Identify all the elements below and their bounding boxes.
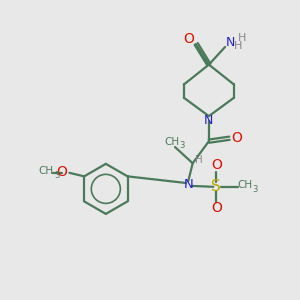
Text: 3: 3 — [253, 185, 258, 194]
Text: N: N — [204, 114, 214, 127]
Text: CH: CH — [237, 180, 252, 190]
Text: H: H — [238, 33, 246, 43]
Text: N: N — [225, 36, 235, 49]
Text: N: N — [183, 178, 193, 191]
Text: H: H — [234, 41, 242, 51]
Text: O: O — [231, 131, 242, 145]
Text: S: S — [212, 179, 221, 194]
Text: CH: CH — [164, 137, 179, 147]
Text: 3: 3 — [179, 141, 184, 150]
Text: O: O — [211, 158, 222, 172]
Text: O: O — [57, 165, 68, 179]
Text: CH: CH — [39, 166, 54, 176]
Text: 3: 3 — [54, 171, 59, 180]
Text: O: O — [184, 32, 195, 46]
Text: O: O — [211, 201, 222, 215]
Text: H: H — [195, 155, 203, 165]
